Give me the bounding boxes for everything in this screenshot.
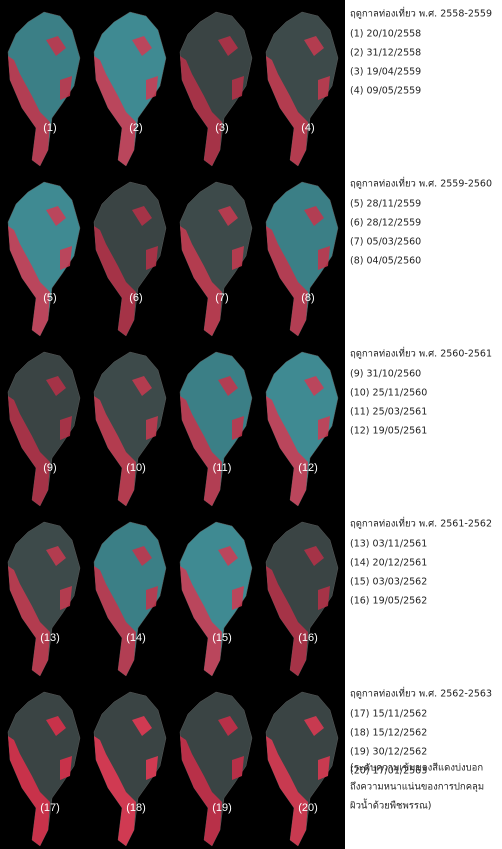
figure: (1) (2) (3) (4) ฤดูกาลท่องเที่ยว พ.ศ. 2558-2… xyxy=(0,0,502,849)
panel-label: (14) xyxy=(126,632,146,644)
date-item: (12) 19/05/2561 xyxy=(350,426,427,437)
date-item: (1) 20/10/2558 xyxy=(350,29,421,40)
panel-label: (17) xyxy=(40,802,60,814)
panel-label: (6) xyxy=(129,292,142,304)
date-item: (10) 25/11/2560 xyxy=(350,388,427,399)
date-item: (2) 31/12/2558 xyxy=(350,48,421,59)
date-item: (7) 05/03/2560 xyxy=(350,237,421,248)
date-item: (17) 15/11/2562 xyxy=(350,709,427,720)
panel-label: (16) xyxy=(298,632,318,644)
panel-label: (12) xyxy=(298,462,318,474)
panel-label: (3) xyxy=(215,122,228,134)
panel-label: (4) xyxy=(301,122,314,134)
panel-label: (9) xyxy=(43,462,56,474)
date-item: (18) 15/12/2562 xyxy=(350,728,427,739)
panel-label: (15) xyxy=(212,632,232,644)
date-item: (9) 31/10/2560 xyxy=(350,369,421,380)
panel-label: (7) xyxy=(215,292,228,304)
date-item: (13) 03/11/2561 xyxy=(350,539,427,550)
panel-label: (10) xyxy=(126,462,146,474)
date-item: (11) 25/03/2561 xyxy=(350,407,427,418)
date-item: (15) 03/03/2562 xyxy=(350,577,427,588)
group-title: ฤดูกาลท่องเที่ยว พ.ศ. 2558-2559 xyxy=(350,7,492,20)
date-item: (19) 30/12/2562 xyxy=(350,747,427,758)
panel-label: (1) xyxy=(43,122,56,134)
date-item: (3) 19/04/2559 xyxy=(350,67,421,78)
date-item: (5) 28/11/2559 xyxy=(350,199,421,210)
group-title: ฤดูกาลท่องเที่ยว พ.ศ. 2559-2560 xyxy=(350,177,492,190)
date-item: (14) 20/12/2561 xyxy=(350,558,427,569)
note-line: ถึงความหนาแน่นของการปกคลุม xyxy=(350,782,484,793)
note-line: ผิวน้ำด้วยพืชพรรณ) xyxy=(350,799,432,812)
panel-label: (2) xyxy=(129,122,142,134)
group-title: ฤดูกาลท่องเที่ยว พ.ศ. 2560-2561 xyxy=(350,347,492,360)
date-item: (4) 09/05/2559 xyxy=(350,86,421,97)
panel-label: (18) xyxy=(126,802,146,814)
panel-label: (8) xyxy=(301,292,314,304)
panel-label: (19) xyxy=(212,802,232,814)
note-line: (ระดับความเข้มของสีแดงบ่งบอก xyxy=(350,762,483,774)
panel-label: (13) xyxy=(40,632,60,644)
date-item: (6) 28/12/2559 xyxy=(350,218,421,229)
panel-label: (20) xyxy=(298,802,318,814)
panel-label: (5) xyxy=(43,292,56,304)
date-item: (8) 04/05/2560 xyxy=(350,256,421,267)
panel-label: (11) xyxy=(213,462,232,474)
date-item: (16) 19/05/2562 xyxy=(350,596,427,607)
group-title: ฤดูกาลท่องเที่ยว พ.ศ. 2562-2563 xyxy=(350,687,492,700)
group-title: ฤดูกาลท่องเที่ยว พ.ศ. 2561-2562 xyxy=(350,517,492,530)
